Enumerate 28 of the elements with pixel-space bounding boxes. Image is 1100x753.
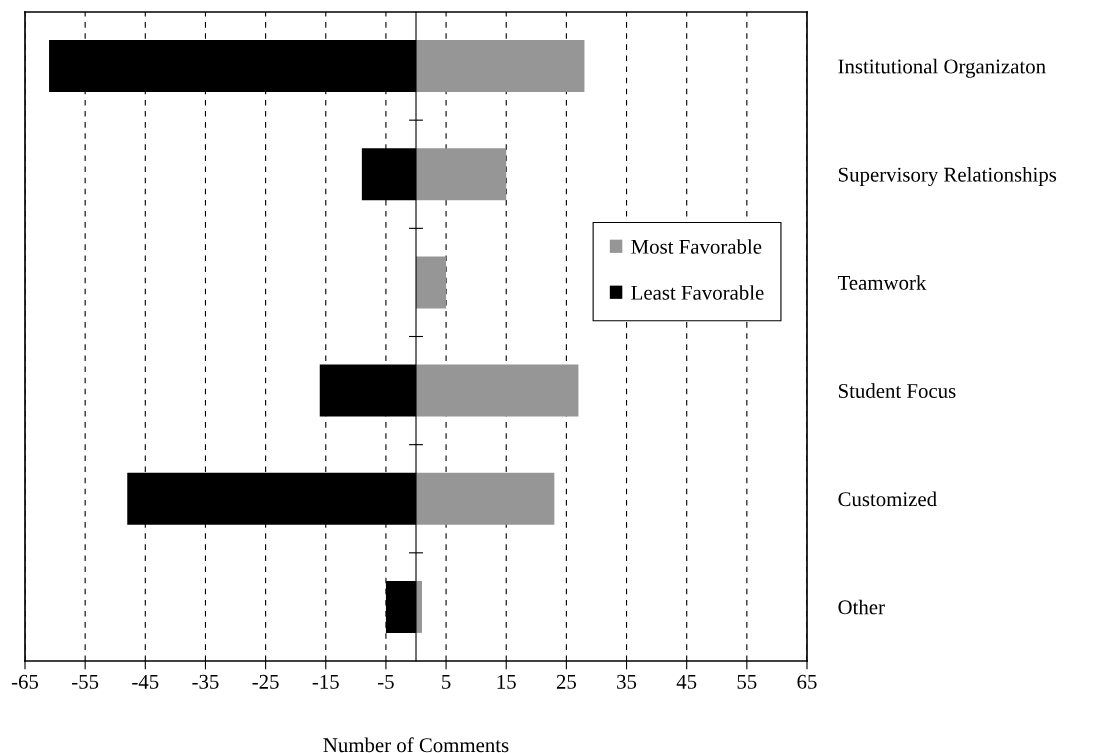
legend-label: Most Favorable	[631, 239, 762, 254]
x-tick-label: -65	[11, 674, 39, 689]
x-tick-label: 35	[617, 674, 637, 689]
bar	[416, 364, 579, 417]
bar	[416, 148, 507, 201]
bar	[416, 256, 447, 309]
x-tick-label: 25	[556, 674, 576, 689]
x-tick-label: -5	[378, 675, 394, 689]
x-tick-label: -55	[72, 675, 99, 689]
x-tick-label: 55	[737, 675, 757, 689]
x-tick-label: -15	[312, 674, 339, 689]
x-tick-label: -35	[192, 674, 219, 689]
bar	[416, 472, 555, 525]
bar	[416, 40, 585, 93]
y-tick-label: Teamwork	[837, 275, 927, 290]
y-tick-label: Institutional Organizaton	[838, 58, 1046, 78]
x-axis-title: Number of Comments	[323, 737, 509, 753]
y-tick-label: Other	[838, 599, 885, 615]
x-tick-label: 65	[797, 674, 817, 689]
x-tick-label: -25	[252, 674, 279, 689]
y-tick-label: Supervisory Relationships	[838, 167, 1057, 186]
x-tick-label: 5	[442, 675, 451, 689]
legend-label: Least Favorable	[631, 285, 764, 300]
x-tick-label: 15	[497, 674, 516, 689]
x-tick-label: 45	[676, 674, 697, 689]
y-tick-label: Customized	[838, 491, 937, 507]
x-tick-label: -45	[132, 674, 159, 689]
y-tick-label: Student Focus	[838, 383, 956, 399]
